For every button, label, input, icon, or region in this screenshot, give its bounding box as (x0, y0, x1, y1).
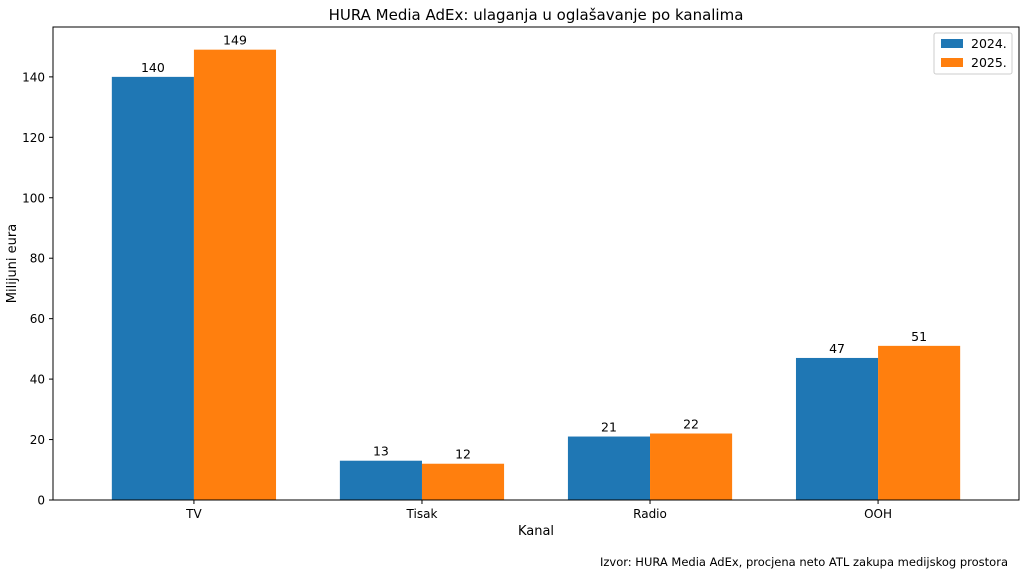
bar-tisak-2024 (339, 460, 422, 500)
legend-label-2024: 2024. (971, 36, 1007, 51)
data-label-radio-2024: 21 (601, 420, 617, 435)
legend-swatch-2024 (941, 39, 963, 48)
y-tick-label-60: 60 (30, 312, 45, 326)
bar-ooh-2024 (795, 357, 879, 500)
bar-tisak-2025 (421, 463, 505, 500)
bar-radio-2025 (650, 433, 733, 500)
x-tick-label-tisak: Tisak (406, 507, 438, 521)
y-tick-label-40: 40 (30, 373, 45, 387)
x-axis-label: Kanal (518, 524, 554, 539)
bar-tv-2024 (111, 76, 194, 500)
legend-swatch-2025 (941, 58, 963, 67)
data-label-tv-2025: 149 (223, 33, 247, 48)
x-tick-label-ooh: OOH (864, 507, 892, 521)
y-tick-label-80: 80 (30, 252, 45, 266)
y-tick-label-20: 20 (30, 433, 45, 447)
x-tick-label-tv: TV (185, 507, 202, 521)
bar-tv-2025 (193, 49, 277, 501)
legend-label-2025: 2025. (971, 55, 1007, 70)
y-tick-label-100: 100 (22, 191, 45, 205)
data-label-tisak-2024: 13 (373, 444, 389, 459)
data-label-ooh-2024: 47 (829, 341, 845, 356)
bar-radio-2024 (567, 436, 651, 500)
chart-title: HURA Media AdEx: ulaganja u oglašavanje … (329, 6, 744, 24)
y-axis: 0 20 40 60 80 100 120 140 (22, 70, 53, 508)
legend: 2024. 2025. (933, 32, 1013, 75)
x-tick-label-radio: Radio (633, 507, 667, 521)
data-label-tisak-2025: 12 (455, 447, 471, 462)
y-axis-label: Milijuni eura (5, 224, 20, 303)
data-label-tv-2024: 140 (141, 60, 165, 75)
data-label-ooh-2025: 51 (911, 329, 927, 344)
plot-frame (52, 26, 1020, 501)
y-tick-label-120: 120 (22, 131, 45, 145)
plot-area: 140 149 13 12 21 22 47 51 (111, 33, 961, 501)
y-tick-label-140: 140 (22, 70, 45, 84)
bar-ooh-2025 (878, 345, 961, 500)
y-tick-label-0: 0 (37, 494, 45, 508)
source-note: Izvor: HURA Media AdEx, procjena neto AT… (600, 555, 1008, 569)
x-axis: TV Tisak Radio OOH (185, 500, 892, 521)
data-label-radio-2025: 22 (683, 417, 699, 432)
